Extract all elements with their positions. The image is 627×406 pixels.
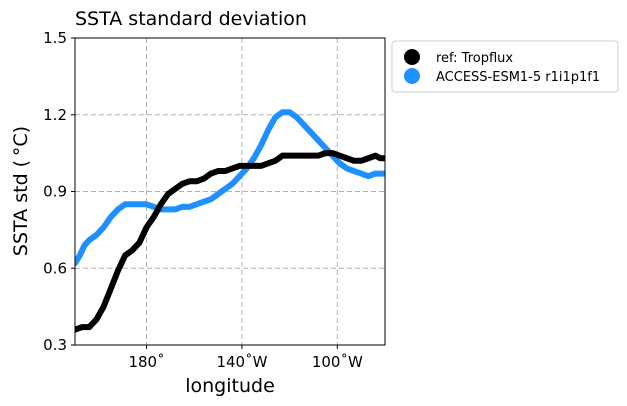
x-tick-label: 100˚W <box>312 353 363 371</box>
series-lines <box>75 109 385 333</box>
y-axis-label: SSTA std ( °C) <box>10 126 32 256</box>
chart-title: SSTA standard deviation <box>75 8 307 30</box>
series-line-access-esm1-5 <box>75 109 385 267</box>
grid-lines <box>75 37 385 346</box>
axis-ticks: 0.3 0.6 0.9 1.2 1.5 180˚ 140˚W 100˚W <box>43 29 363 371</box>
legend-marker <box>404 68 420 84</box>
y-tick-label: 0.6 <box>43 259 67 277</box>
legend: ref: Tropflux ACCESS-ESM1-5 r1i1p1f1 <box>391 40 619 93</box>
y-tick-label: 1.2 <box>43 106 67 124</box>
series-line-tropflux <box>75 150 385 333</box>
x-tick-label: 180˚ <box>128 353 164 371</box>
legend-entry-label: ACCESS-ESM1-5 r1i1p1f1 <box>436 70 600 85</box>
y-tick-label: 0.9 <box>43 183 67 201</box>
y-tick-label: 1.5 <box>43 29 67 47</box>
legend-box <box>391 40 619 93</box>
legend-entry-label: ref: Tropflux <box>436 51 513 66</box>
x-axis-label: longitude <box>185 375 275 397</box>
x-tick-label: 140˚W <box>216 353 267 371</box>
legend-marker <box>404 49 420 65</box>
y-tick-label: 0.3 <box>43 336 67 354</box>
